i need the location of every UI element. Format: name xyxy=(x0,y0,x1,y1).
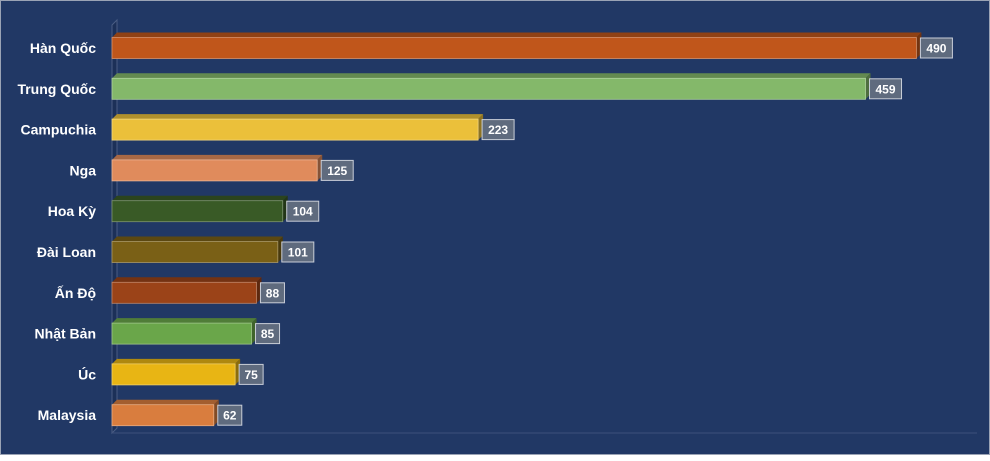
bar-top-face xyxy=(112,318,257,324)
bar-han-quoc xyxy=(111,32,922,59)
value-label-text: 459 xyxy=(876,82,896,96)
value-label-box xyxy=(217,404,243,426)
value-label: 490 xyxy=(919,37,953,59)
bar-front-face xyxy=(111,281,257,304)
value-label-box xyxy=(320,159,354,181)
value-label-box xyxy=(281,241,315,263)
value-label-box xyxy=(919,37,953,59)
category-label: Ấn Độ xyxy=(55,285,96,301)
value-label-text: 85 xyxy=(261,327,275,341)
bar-front-face xyxy=(111,159,318,182)
bar-front-face xyxy=(111,404,215,427)
category-label: Hoa Kỳ xyxy=(48,203,96,219)
bar-top-face xyxy=(112,195,288,201)
value-label: 62 xyxy=(217,404,243,426)
category-label: Nga xyxy=(70,162,97,178)
bar-malaysia xyxy=(111,399,219,427)
bar-top-face xyxy=(112,73,871,79)
value-label-text: 104 xyxy=(293,205,313,219)
bar-an-do xyxy=(111,277,262,304)
bar-front-face xyxy=(111,37,917,59)
bar-front-face xyxy=(111,77,866,100)
value-label-box xyxy=(286,200,320,222)
bar-top-face xyxy=(112,277,262,283)
bar-top-face xyxy=(112,154,323,160)
value-label-text: 62 xyxy=(223,409,237,423)
value-label-text: 75 xyxy=(244,368,258,382)
category-label: Trung Quốc xyxy=(17,81,96,97)
value-label-text: 88 xyxy=(266,286,280,300)
value-label-text: 125 xyxy=(327,164,347,178)
value-label: 75 xyxy=(238,363,264,385)
value-label: 101 xyxy=(281,241,315,263)
bar-top-face xyxy=(112,236,283,242)
bar-top-face xyxy=(112,358,241,364)
bar-front-face xyxy=(111,241,279,263)
category-label: Úc xyxy=(78,365,96,382)
value-label-box xyxy=(255,323,281,345)
value-label: 459 xyxy=(869,78,903,100)
value-label: 85 xyxy=(255,323,281,345)
bar-dai-loan xyxy=(111,236,283,263)
value-label-box xyxy=(481,119,515,141)
value-label-text: 490 xyxy=(926,42,946,56)
bar-front-face xyxy=(111,322,252,345)
bar-nga xyxy=(111,154,323,182)
bar-top-face xyxy=(112,399,219,405)
value-label: 223 xyxy=(481,119,515,141)
bar-front-face xyxy=(111,118,479,141)
bar-front-face xyxy=(111,363,236,386)
category-label: Đài Loan xyxy=(37,244,96,260)
bar-front-face xyxy=(111,200,284,223)
category-label: Malaysia xyxy=(38,407,97,423)
bar-top-face xyxy=(112,32,922,38)
value-label: 88 xyxy=(259,282,285,304)
value-label: 125 xyxy=(320,159,354,181)
bar-uc xyxy=(111,358,241,386)
value-label-box xyxy=(238,363,264,385)
value-label-text: 101 xyxy=(288,246,308,260)
category-label: Campuchia xyxy=(21,122,97,138)
bar-hoa-ky xyxy=(111,195,288,223)
bar-trung-quoc xyxy=(111,73,871,100)
value-label-text: 223 xyxy=(488,123,508,137)
category-label: Nhật Bản xyxy=(35,326,96,342)
value-label: 104 xyxy=(286,200,320,222)
category-label: Hàn Quốc xyxy=(30,40,96,56)
value-label-box xyxy=(259,282,285,304)
bar-campuchia xyxy=(111,114,484,141)
bar-nhat-ban xyxy=(111,318,257,345)
value-label-box xyxy=(869,78,903,100)
bar-top-face xyxy=(112,114,484,120)
